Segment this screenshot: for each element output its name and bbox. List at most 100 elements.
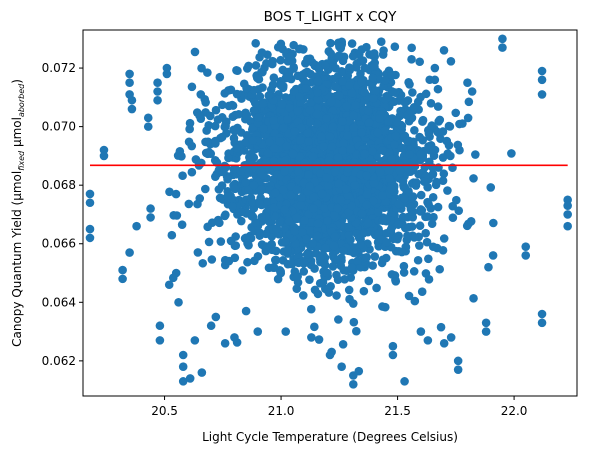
scatter-point: [313, 225, 322, 235]
scatter-point: [453, 356, 463, 366]
scatter-point: [251, 61, 261, 70]
scatter-point: [187, 167, 197, 177]
scatter-point: [241, 177, 250, 187]
scatter-point: [306, 304, 316, 314]
scatter-point: [281, 327, 291, 336]
scatter-point: [364, 118, 374, 127]
scatter-point: [211, 136, 220, 146]
scatter-point: [444, 121, 454, 131]
scatter-point: [418, 115, 428, 125]
scatter-point: [258, 99, 267, 108]
scatter-point: [349, 248, 359, 258]
scatter-point: [127, 95, 137, 105]
scatter-point: [446, 333, 456, 342]
scatter-point: [304, 170, 313, 180]
scatter-point: [217, 132, 227, 142]
scatter-point: [359, 286, 369, 296]
scatter-point: [343, 191, 353, 200]
scatter-point: [339, 265, 349, 275]
y-tick-label: 0.068: [42, 178, 76, 192]
scatter-point: [391, 131, 401, 141]
scatter-point: [241, 137, 251, 147]
scatter-point: [357, 77, 366, 87]
scatter-point: [269, 196, 278, 206]
scatter-point: [430, 63, 440, 73]
scatter-point: [399, 261, 409, 271]
scatter-point: [301, 84, 311, 93]
scatter-point: [201, 137, 210, 147]
x-tick-label: 22.0: [501, 404, 528, 418]
scatter-point: [320, 204, 330, 213]
scatter-point: [414, 241, 424, 250]
scatter-point: [407, 43, 416, 53]
scatter-point: [367, 164, 376, 174]
scatter-point: [250, 98, 260, 108]
scatter-point: [458, 119, 467, 128]
y-tick-label: 0.072: [42, 61, 76, 75]
scatter-point: [211, 105, 221, 115]
scatter-point: [409, 233, 419, 242]
scatter-point: [439, 234, 449, 243]
scatter-point: [193, 248, 203, 257]
scatter-point: [256, 167, 266, 176]
scatter-point: [118, 274, 127, 284]
scatter-point: [125, 248, 134, 257]
scatter-point: [325, 132, 335, 141]
scatter-point: [446, 151, 455, 161]
scatter-point: [282, 141, 291, 151]
scatter-point: [207, 255, 217, 264]
scatter-point: [285, 103, 294, 113]
scatter-point: [416, 327, 426, 336]
scatter-point: [404, 78, 413, 87]
scatter-point: [384, 166, 394, 176]
scatter-point: [469, 294, 478, 303]
scatter-point: [373, 128, 383, 138]
scatter-point: [214, 165, 224, 175]
scatter-point: [424, 254, 433, 264]
scatter-point: [360, 63, 370, 73]
scatter-point: [155, 336, 165, 345]
scatter-point: [262, 242, 271, 251]
scatter-point: [322, 173, 331, 182]
scatter-point: [413, 97, 423, 107]
scatter-point: [350, 181, 360, 190]
scatter-point: [203, 68, 212, 77]
scatter-point: [435, 264, 445, 274]
scatter-point: [204, 237, 214, 247]
scatter-point: [339, 246, 348, 256]
scatter-point: [398, 212, 408, 222]
scatter-point: [375, 114, 384, 123]
scatter-point: [230, 184, 240, 194]
scatter-point: [287, 259, 297, 269]
scatter-point: [255, 231, 265, 240]
scatter-point: [438, 245, 448, 255]
scatter-point: [314, 64, 324, 74]
scatter-point: [397, 143, 407, 153]
scatter-point: [347, 39, 357, 48]
scatter-point: [153, 95, 162, 105]
scatter-point: [178, 377, 188, 386]
scatter-point: [481, 327, 491, 336]
scatter-point: [471, 150, 480, 159]
scatter-point: [334, 315, 343, 324]
scatter-point: [295, 152, 305, 162]
scatter-point: [436, 322, 446, 332]
scatter-point: [304, 137, 314, 146]
scatter-point: [378, 216, 388, 225]
scatter-point: [323, 181, 333, 190]
scatter-point: [230, 333, 239, 342]
scatter-point: [251, 38, 260, 48]
scatter-point: [463, 78, 472, 87]
scatter-point: [177, 152, 186, 161]
scatter-point: [217, 181, 227, 190]
scatter-point: [178, 362, 188, 372]
scatter-point: [415, 221, 425, 231]
scatter-point: [324, 288, 334, 297]
scatter-point: [403, 231, 412, 241]
scatter-point: [271, 246, 281, 256]
scatter-point: [217, 113, 227, 122]
scatter-point: [193, 199, 202, 209]
scatter-point: [338, 339, 348, 349]
scatter-point: [167, 230, 177, 240]
scatter-point: [360, 149, 370, 159]
